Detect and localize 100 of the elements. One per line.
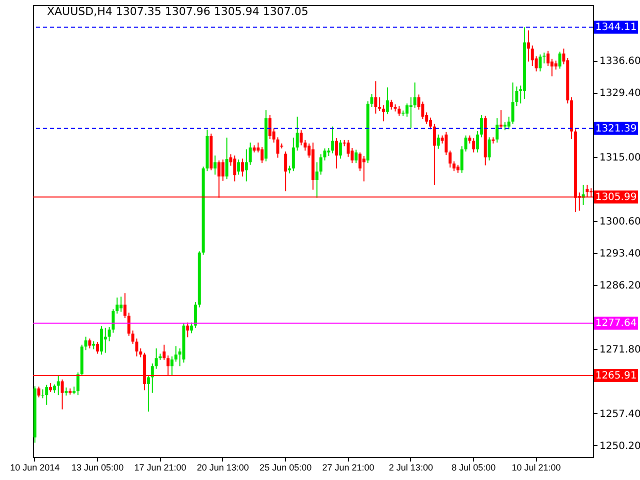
candlestick (292, 137, 295, 172)
candlestick (154, 348, 158, 370)
candlestick (409, 96, 412, 128)
candlestick (444, 131, 448, 156)
candlestick (472, 138, 476, 153)
candlestick (304, 139, 307, 152)
candlestick (558, 51, 562, 70)
candlestick (190, 322, 194, 334)
candlestick (323, 148, 326, 161)
candlestick (60, 379, 64, 410)
candlestick (170, 356, 174, 376)
y-tick-label: 1250.20 (600, 440, 640, 452)
candlestick (338, 139, 342, 160)
candlestick (496, 118, 499, 144)
x-tick-label: 17 Jun 21:00 (134, 462, 186, 472)
candlestick (452, 160, 456, 172)
candlestick (398, 106, 401, 116)
candlestick (382, 104, 386, 122)
x-tick-label: 8 Jul 05:00 (452, 462, 496, 472)
ref-line-label: 1321.39 (595, 123, 637, 134)
x-tick-label: 10 Jul 21:00 (512, 462, 561, 472)
candlestick (237, 159, 240, 176)
candlestick (45, 384, 48, 406)
candlestick (488, 136, 491, 161)
candlestick (362, 155, 366, 182)
candlestick (120, 296, 123, 312)
candlestick (123, 292, 126, 319)
candlestick (300, 130, 303, 146)
candlestick (406, 102, 409, 118)
x-tick-label: 20 Jun 13:00 (196, 462, 249, 472)
candlestick (260, 146, 264, 164)
y-tick-label: 1329.40 (600, 88, 640, 100)
x-tick-label: 25 Jun 05:00 (260, 462, 312, 472)
candlestick (76, 372, 80, 396)
candlestick (480, 114, 483, 138)
candlestick (331, 126, 334, 154)
candlestick (146, 374, 150, 412)
candlestick (378, 96, 382, 112)
candlestick (370, 94, 374, 108)
candlestick (507, 116, 510, 130)
candlestick (214, 155, 217, 176)
candlestick (104, 327, 107, 354)
candlestick (546, 50, 550, 67)
ref-line-label: 1277.64 (595, 318, 637, 330)
candlestick (240, 158, 244, 177)
candlestick (162, 344, 166, 360)
candlestick (37, 386, 40, 398)
candlestick (244, 148, 248, 182)
candlestick (315, 162, 318, 198)
candlestick (432, 123, 436, 186)
candlestick (88, 338, 92, 349)
ref-line-label: 1305.99 (595, 192, 637, 203)
candlestick (374, 80, 378, 114)
x-tick-label: 2 Jul 13:00 (388, 462, 433, 472)
candlestick (100, 326, 103, 356)
candlestick (335, 138, 338, 169)
y-tick-label: 1300.60 (600, 216, 640, 228)
ref-line-label: 1265.91 (595, 370, 637, 382)
candlestick (319, 154, 322, 176)
candlestick (413, 82, 416, 108)
candlestick (127, 312, 130, 336)
x-tick-label: 27 Jun 21:00 (322, 462, 374, 472)
candlestick (460, 146, 464, 174)
candlestick (429, 117, 432, 130)
candlestick (225, 137, 228, 180)
candlestick (526, 30, 530, 62)
candlestick (233, 155, 236, 182)
candlestick (538, 54, 542, 72)
candlestick (511, 82, 514, 124)
x-tick-label: 10 Jun 2014 (10, 462, 60, 472)
y-tick-label: 1336.60 (600, 56, 640, 68)
candlestick (194, 302, 197, 328)
y-tick-label: 1315.00 (600, 152, 640, 164)
candlestick (174, 346, 178, 362)
y-tick-label: 1293.40 (600, 248, 640, 260)
candlestick (464, 134, 468, 152)
candlestick (268, 114, 272, 140)
y-tick-label: 1257.40 (600, 408, 640, 420)
chart-title: XAUUSD,H4 1307.35 1307.96 1305.94 1307.05 (47, 5, 308, 18)
candlestick (221, 159, 224, 182)
candlestick (296, 116, 299, 152)
candlestick (390, 99, 393, 110)
candlestick (84, 336, 88, 351)
candlestick (386, 86, 389, 115)
candlestick (116, 297, 119, 314)
candlestick (96, 342, 100, 354)
y-tick-label: 1286.20 (600, 280, 640, 292)
candlestick (150, 362, 154, 394)
x-tick-label: 13 Jun 05:00 (72, 462, 124, 472)
ref-line-label: 1344.11 (595, 22, 637, 34)
candlestick (476, 130, 480, 153)
candlestick (354, 149, 358, 164)
candlestick (56, 375, 60, 396)
candlestick (530, 45, 534, 67)
candlestick (448, 150, 452, 168)
candlestick (248, 142, 252, 166)
candlestick (358, 152, 362, 172)
candlestick (284, 151, 288, 192)
y-tick-label: 1271.80 (600, 344, 640, 356)
candlestick (186, 322, 190, 338)
